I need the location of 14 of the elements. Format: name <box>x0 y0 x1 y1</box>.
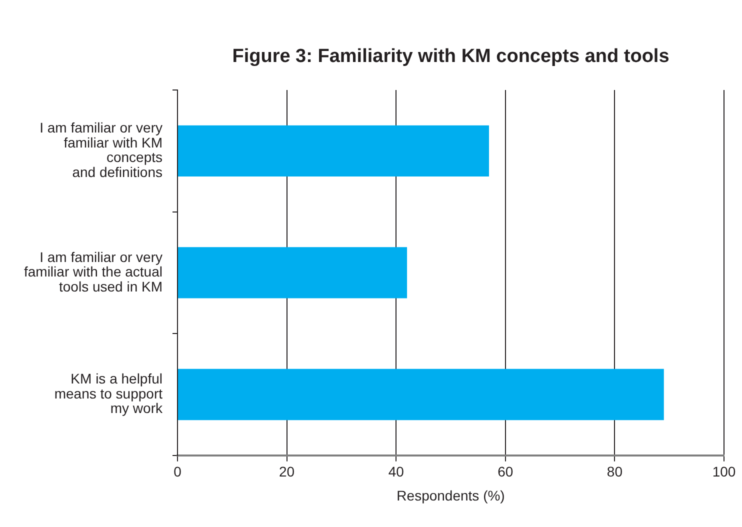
y-tick-label: KM is a helpful means to support my work <box>54 370 164 416</box>
x-tick-label: 20 <box>279 464 295 480</box>
bar <box>178 247 408 298</box>
bar <box>178 368 664 420</box>
x-tick-label: 0 <box>174 464 182 480</box>
x-axis-title: Respondents (%) <box>396 487 505 504</box>
x-tick-label: 40 <box>388 464 404 480</box>
bar <box>178 125 490 176</box>
y-tick-label: I am familiar or very familiar with the actual tools used in KM <box>24 248 163 294</box>
x-tick-label: 60 <box>498 464 514 480</box>
y-tick-label: I am familiar or very familiar with KM concepts and definitions <box>40 120 163 180</box>
chart-title: Figure 3: Familiarity with KM concepts and tools <box>232 46 670 68</box>
x-tick-label: 100 <box>712 464 736 480</box>
x-tick-label: 80 <box>606 464 623 480</box>
